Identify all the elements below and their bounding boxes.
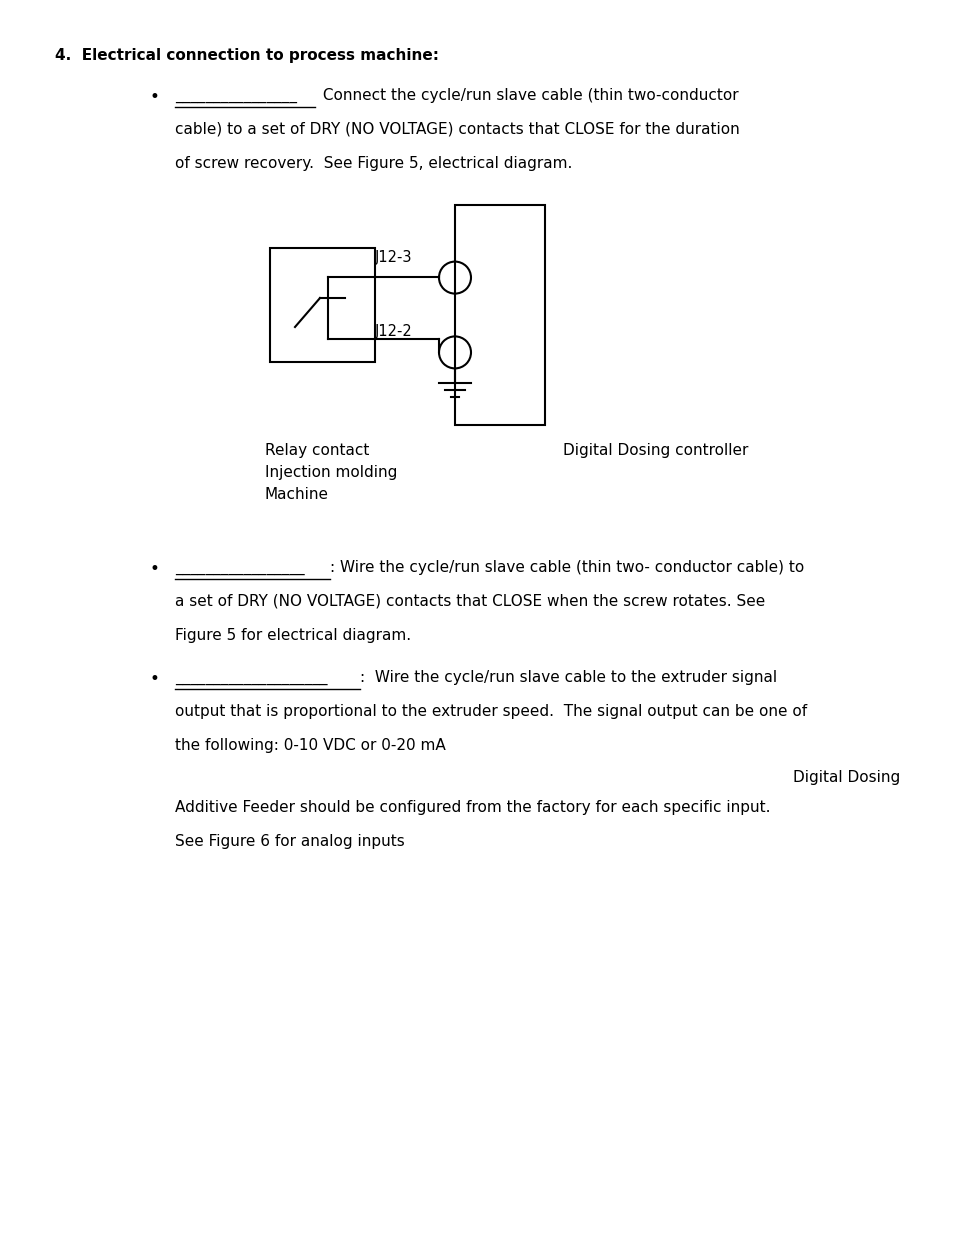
Text: Connect the cycle/run slave cable (thin two-conductor: Connect the cycle/run slave cable (thin … xyxy=(317,88,738,103)
Text: 4.  Electrical connection to process machine:: 4. Electrical connection to process mach… xyxy=(55,48,438,63)
Text: •: • xyxy=(150,559,160,578)
Text: Injection molding: Injection molding xyxy=(265,466,397,480)
Text: Relay contact: Relay contact xyxy=(265,443,369,458)
Bar xyxy=(270,248,375,362)
Text: the following: 0-10 VDC or 0-20 mA: the following: 0-10 VDC or 0-20 mA xyxy=(174,739,445,753)
Text: output that is proportional to the extruder speed.  The signal output can be one: output that is proportional to the extru… xyxy=(174,704,806,719)
Text: Figure 5 for electrical diagram.: Figure 5 for electrical diagram. xyxy=(174,629,411,643)
Text: of screw recovery.  See Figure 5, electrical diagram.: of screw recovery. See Figure 5, electri… xyxy=(174,156,572,170)
Text: cable) to a set of DRY (NO VOLTAGE) contacts that CLOSE for the duration: cable) to a set of DRY (NO VOLTAGE) cont… xyxy=(174,122,739,137)
Text: ____________________: ____________________ xyxy=(174,671,327,685)
Bar xyxy=(455,205,544,425)
Text: :  Wire the cycle/run slave cable to the extruder signal: : Wire the cycle/run slave cable to the … xyxy=(359,671,777,685)
Text: : Wire the cycle/run slave cable (thin two- conductor cable) to: : Wire the cycle/run slave cable (thin t… xyxy=(330,559,803,576)
Text: _________________: _________________ xyxy=(174,559,304,576)
Text: J12-2: J12-2 xyxy=(375,325,413,340)
Text: ________________: ________________ xyxy=(174,88,296,103)
Text: •: • xyxy=(150,671,160,688)
Text: Digital Dosing controller: Digital Dosing controller xyxy=(562,443,747,458)
Text: Additive Feeder should be configured from the factory for each specific input.: Additive Feeder should be configured fro… xyxy=(174,800,770,815)
Text: •: • xyxy=(150,88,160,106)
Text: a set of DRY (NO VOLTAGE) contacts that CLOSE when the screw rotates. See: a set of DRY (NO VOLTAGE) contacts that … xyxy=(174,594,764,609)
Text: Digital Dosing: Digital Dosing xyxy=(792,769,899,785)
Text: J12-3: J12-3 xyxy=(375,249,412,264)
Text: Machine: Machine xyxy=(265,487,329,501)
Text: See Figure 6 for analog inputs: See Figure 6 for analog inputs xyxy=(174,834,404,848)
